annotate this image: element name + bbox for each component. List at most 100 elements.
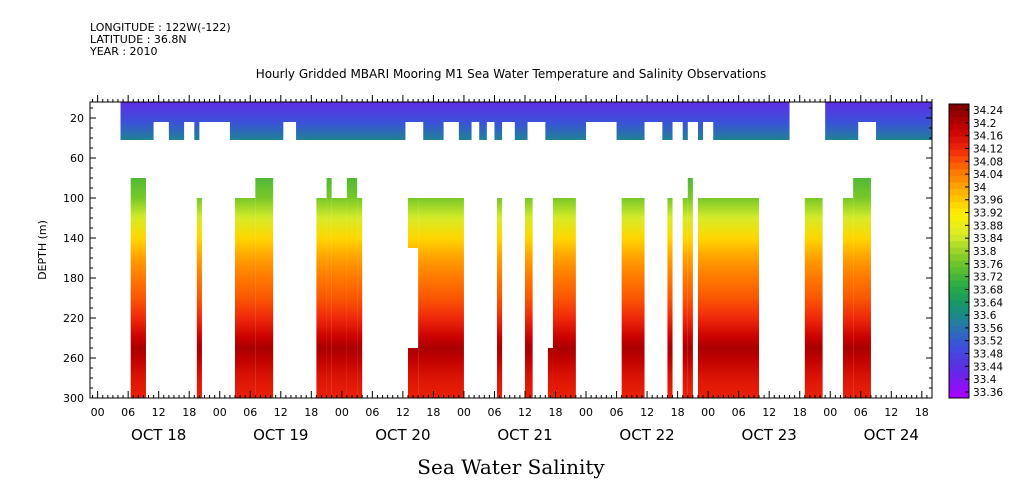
colorbar-cell — [949, 162, 969, 170]
colorbar-label: 33.88 — [973, 220, 1003, 232]
colorbar-cell — [949, 149, 969, 157]
colorbar-label: 33.52 — [973, 336, 1003, 348]
surface-gap — [443, 122, 459, 140]
colorbar-cell — [949, 286, 969, 294]
colorbar-cell — [949, 391, 969, 399]
colorbar-cell — [949, 110, 969, 118]
colorbar-cell — [949, 332, 969, 340]
deep-layer-cell — [331, 198, 347, 398]
year-label: YEAR : 2010 — [90, 45, 158, 58]
surface-gap — [687, 122, 698, 140]
x-tick-label: 06 — [243, 406, 257, 419]
colorbar-label: 33.56 — [973, 323, 1003, 335]
x-tick-label: 18 — [182, 406, 196, 419]
surface-gap — [486, 122, 495, 140]
deep-layer-cell — [697, 198, 760, 398]
longitude-label: LONGITUDE : 122W(-122) — [90, 21, 231, 34]
x-axis-title: Sea Water Salinity — [417, 455, 605, 479]
deep-layer-cell — [687, 178, 693, 398]
colorbar-label: 34.12 — [973, 143, 1003, 155]
colorbar-cell — [949, 182, 969, 190]
colorbar-cell — [949, 371, 969, 379]
surface-gap — [858, 122, 877, 140]
x-tick-label: 06 — [487, 406, 501, 419]
colorbar-cell — [949, 143, 969, 151]
x-tick-label: 06 — [854, 406, 868, 419]
chart-title: Hourly Gridded MBARI Mooring M1 Sea Wate… — [255, 67, 767, 81]
colorbar-label: 33.4 — [973, 374, 997, 386]
x-tick-label: 12 — [640, 406, 654, 419]
heatmap-cells — [120, 102, 932, 398]
colorbar-cell — [949, 156, 969, 164]
deep-layer-cell — [853, 178, 871, 398]
deep-layer-cell — [196, 198, 202, 398]
colorbar-label: 33.84 — [973, 233, 1003, 245]
deep-layer-cell — [357, 198, 363, 398]
colorbar-label: 34.04 — [973, 169, 1003, 181]
surface-gap — [199, 122, 230, 140]
deep-layer-cell — [842, 198, 854, 398]
colorbar-cell — [949, 267, 969, 275]
deep-layer-cell — [621, 198, 645, 398]
colorbar-label: 33.48 — [973, 349, 1003, 361]
deep-layer-cell — [804, 198, 823, 398]
x-day-label: OCT 22 — [619, 426, 674, 444]
x-tick-label: 18 — [426, 406, 440, 419]
colorbar-cell — [949, 345, 969, 353]
surface-gap — [153, 122, 169, 140]
colorbar-cell — [949, 326, 969, 334]
colorbar-label: 34.24 — [973, 105, 1003, 117]
deep-layer-cell — [234, 198, 256, 398]
deep-layer-cell — [346, 178, 358, 398]
x-tick-label: 18 — [549, 406, 563, 419]
colorbar-label: 33.72 — [973, 272, 1003, 284]
deep-layer-cell — [407, 348, 419, 398]
colorbar-cell — [949, 221, 969, 229]
colorbar-cell — [949, 352, 969, 360]
colorbar-label: 33.68 — [973, 284, 1003, 296]
colorbar-cell — [949, 384, 969, 392]
colorbar: 34.2434.234.1634.1234.0834.043433.9633.9… — [948, 103, 1003, 399]
x-tick-label: 18 — [671, 406, 685, 419]
x-tick-label: 06 — [610, 406, 624, 419]
x-tick-label: 00 — [91, 406, 105, 419]
colorbar-cell — [949, 175, 969, 183]
colorbar-cell — [949, 260, 969, 268]
colorbar-cell — [949, 241, 969, 249]
axes: 20 60 100 140 180 220 260 300 DEPTH (m) 00 06 12 18 0… — [36, 95, 933, 444]
y-tick-label: 180 — [63, 272, 84, 285]
x-tick-label: 00 — [213, 406, 227, 419]
colorbar-cell — [949, 358, 969, 366]
x-day-label: OCT 21 — [497, 426, 552, 444]
colorbar-cell — [949, 169, 969, 177]
x-day-label: OCT 24 — [864, 426, 919, 444]
colorbar-cell — [949, 254, 969, 262]
x-tick-label: 12 — [396, 406, 410, 419]
x-tick-label: 18 — [304, 406, 318, 419]
colorbar-cell — [949, 215, 969, 223]
colorbar-cell — [949, 136, 969, 144]
deep-layer-cell — [326, 178, 332, 398]
y-tick-label: 140 — [63, 232, 84, 245]
surface-gap — [405, 122, 424, 140]
colorbar-label: 33.44 — [973, 361, 1003, 373]
surface-gap — [184, 122, 195, 140]
colorbar-cell — [949, 117, 969, 125]
surface-gap — [502, 122, 515, 140]
latitude-label: LATITUDE : 36.8N — [90, 33, 187, 46]
x-tick-label: 18 — [915, 406, 929, 419]
deep-layer-cell — [130, 178, 146, 398]
deep-layer-cell — [667, 198, 673, 398]
x-tick-label: 06 — [732, 406, 746, 419]
colorbar-cell — [949, 280, 969, 288]
y-tick-label: 100 — [63, 192, 84, 205]
y-tick-label: 260 — [63, 352, 84, 365]
surface-gap — [527, 122, 546, 140]
colorbar-label: 34.08 — [973, 156, 1003, 168]
deep-layer-cell — [316, 198, 327, 398]
surface-gap — [672, 122, 683, 140]
y-axis-title: DEPTH (m) — [36, 220, 49, 280]
colorbar-cell — [949, 202, 969, 210]
y-tick-label: 60 — [70, 152, 84, 165]
colorbar-cell — [949, 195, 969, 203]
